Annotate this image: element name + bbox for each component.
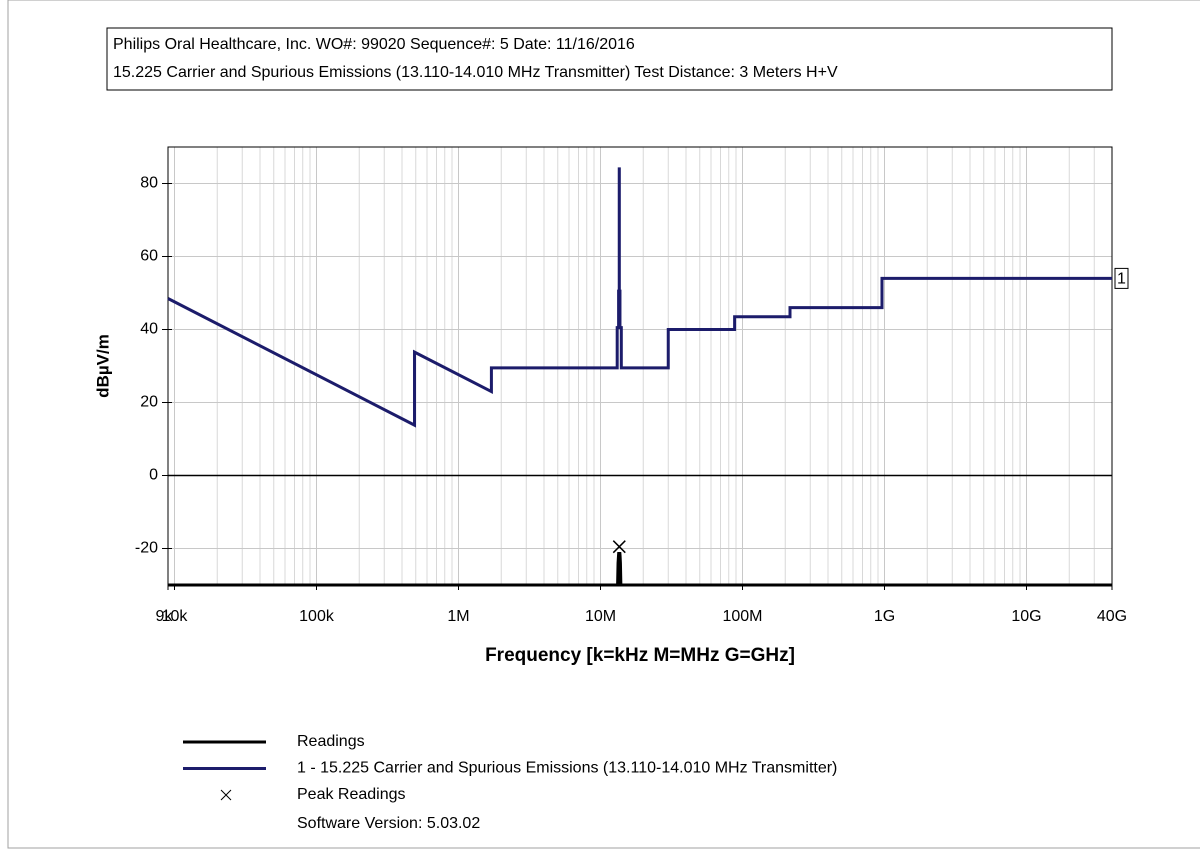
series-line — [167, 167, 1112, 428]
x-tick-label: 10M — [585, 608, 616, 625]
chart-subtitle: 15.225 Carrier and Spurious Emissions (1… — [113, 64, 838, 81]
chart-title: Philips Oral Healthcare, Inc. WO#: 99020… — [113, 36, 635, 53]
y-tick-label: 80 — [140, 175, 158, 192]
legend-label: Readings — [297, 733, 365, 750]
plot-border — [167, 146, 1113, 586]
x-tick-label: 10k — [162, 608, 189, 625]
legend-label: 1 - 15.225 Carrier and Spurious Emission… — [297, 760, 837, 777]
legend-marker — [220, 789, 232, 801]
x-tick-label: 1G — [874, 608, 895, 625]
plot-area — [168, 147, 1112, 585]
title-box — [106, 27, 1113, 91]
y-tick-label: 20 — [140, 394, 158, 411]
series-line — [616, 551, 623, 586]
peak-marker — [612, 540, 626, 554]
end-label-box — [1114, 267, 1129, 289]
y-tick-label: 0 — [149, 467, 158, 484]
y-tick-label: 40 — [140, 321, 158, 338]
x-tick-label: 100k — [299, 608, 335, 625]
x-tick-label: 1M — [447, 608, 469, 625]
y-tick-label: 60 — [140, 248, 158, 265]
x-tick-label: 100M — [722, 608, 762, 625]
legend-label: Peak Readings — [297, 786, 406, 803]
x-tick-label: 10G — [1011, 608, 1041, 625]
y-tick-label: -20 — [135, 540, 158, 557]
x-tick-label: 9k — [156, 608, 174, 625]
x-axis-label: Frequency [k=kHz M=MHz G=GHz] — [485, 645, 795, 666]
end-label: 1 — [1117, 271, 1126, 288]
y-axis-label: dBµV/m — [93, 334, 112, 398]
software-version: Software Version: 5.03.02 — [297, 815, 480, 832]
x-tick-label: 40G — [1097, 608, 1127, 625]
